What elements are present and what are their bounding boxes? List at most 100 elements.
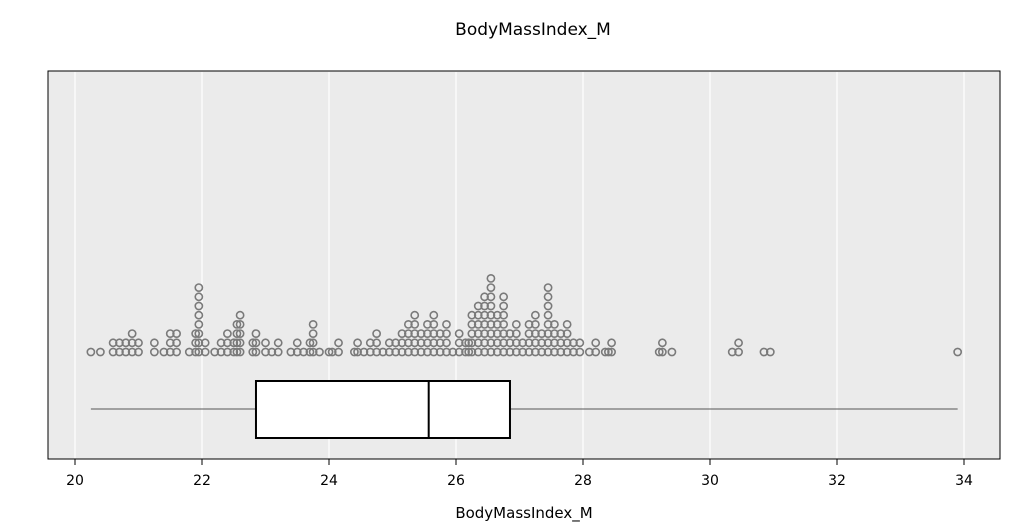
data-point xyxy=(334,338,343,348)
data-point xyxy=(235,347,245,357)
data-point xyxy=(505,329,515,338)
data-point xyxy=(556,347,566,357)
data-point xyxy=(499,292,509,302)
data-point xyxy=(403,329,413,338)
data-point xyxy=(251,329,261,338)
data-point xyxy=(251,338,261,348)
data-point xyxy=(315,347,324,357)
data-point xyxy=(365,338,375,348)
data-point xyxy=(232,329,242,338)
chart-title: BodyMassIndex_M xyxy=(455,20,611,40)
data-point xyxy=(251,347,261,357)
data-point xyxy=(759,347,769,357)
data-point xyxy=(734,338,743,348)
data-point xyxy=(292,338,302,348)
data-point xyxy=(543,347,553,357)
x-tick-label: 22 xyxy=(193,473,211,489)
data-point xyxy=(305,347,315,357)
data-point xyxy=(194,319,204,329)
data-point xyxy=(591,338,601,348)
data-point xyxy=(194,329,204,338)
data-point xyxy=(486,310,496,320)
data-point xyxy=(127,338,137,348)
data-point xyxy=(607,347,616,357)
data-point xyxy=(654,347,664,357)
data-point xyxy=(353,338,362,348)
data-point xyxy=(229,347,239,357)
data-point xyxy=(397,329,407,338)
data-point xyxy=(194,301,204,311)
data-point xyxy=(499,301,509,311)
data-point xyxy=(550,329,559,338)
data-point xyxy=(429,338,439,348)
data-point xyxy=(467,319,477,329)
box-plot xyxy=(90,380,958,439)
data-point xyxy=(410,329,420,338)
data-point xyxy=(480,329,489,338)
data-point xyxy=(518,338,528,348)
data-point xyxy=(435,338,445,348)
data-point xyxy=(115,338,124,348)
data-point xyxy=(473,301,483,311)
data-point xyxy=(511,319,521,329)
data-point xyxy=(511,347,521,357)
data-point xyxy=(562,319,572,329)
data-point xyxy=(191,347,201,357)
data-point xyxy=(397,338,407,348)
data-point xyxy=(467,338,477,348)
data-point xyxy=(454,338,464,348)
data-point xyxy=(423,329,432,338)
data-point xyxy=(149,338,159,348)
data-point xyxy=(953,347,963,357)
data-point xyxy=(334,347,343,357)
data-point xyxy=(229,338,239,348)
data-point xyxy=(96,347,105,357)
data-point xyxy=(410,338,420,348)
data-point xyxy=(543,338,553,348)
data-point xyxy=(524,347,534,357)
data-point xyxy=(486,347,496,357)
data-point xyxy=(416,329,426,338)
data-point xyxy=(480,319,489,329)
data-point xyxy=(292,347,302,357)
data-point xyxy=(492,329,502,338)
data-point xyxy=(327,347,337,357)
data-point xyxy=(473,310,483,320)
data-point xyxy=(397,347,407,357)
data-point xyxy=(467,347,477,357)
data-point xyxy=(486,329,496,338)
data-point xyxy=(149,347,159,357)
data-point xyxy=(391,338,401,348)
data-point xyxy=(604,347,613,357)
data-point xyxy=(600,347,610,357)
data-point xyxy=(464,338,474,348)
data-point xyxy=(473,347,483,357)
data-point xyxy=(273,338,283,348)
data-point xyxy=(261,338,270,348)
data-point xyxy=(480,301,489,311)
data-point xyxy=(435,329,445,338)
data-point xyxy=(222,329,232,338)
data-point xyxy=(273,347,283,357)
data-point xyxy=(562,338,572,348)
data-point xyxy=(384,338,394,348)
data-point xyxy=(222,338,232,348)
data-point xyxy=(308,319,318,329)
data-point xyxy=(184,347,194,357)
data-point xyxy=(530,347,540,357)
data-point xyxy=(543,292,553,302)
data-point xyxy=(486,301,496,311)
data-point xyxy=(194,310,204,320)
data-point xyxy=(423,338,432,348)
data-point xyxy=(562,347,572,357)
data-point xyxy=(359,347,369,357)
data-point xyxy=(232,338,242,348)
data-point xyxy=(442,338,451,348)
data-point xyxy=(172,347,181,357)
x-tick-label: 28 xyxy=(574,473,592,489)
data-point xyxy=(480,347,489,357)
data-point xyxy=(575,338,585,348)
data-point xyxy=(543,329,553,338)
data-point xyxy=(480,310,489,320)
data-point xyxy=(308,338,318,348)
